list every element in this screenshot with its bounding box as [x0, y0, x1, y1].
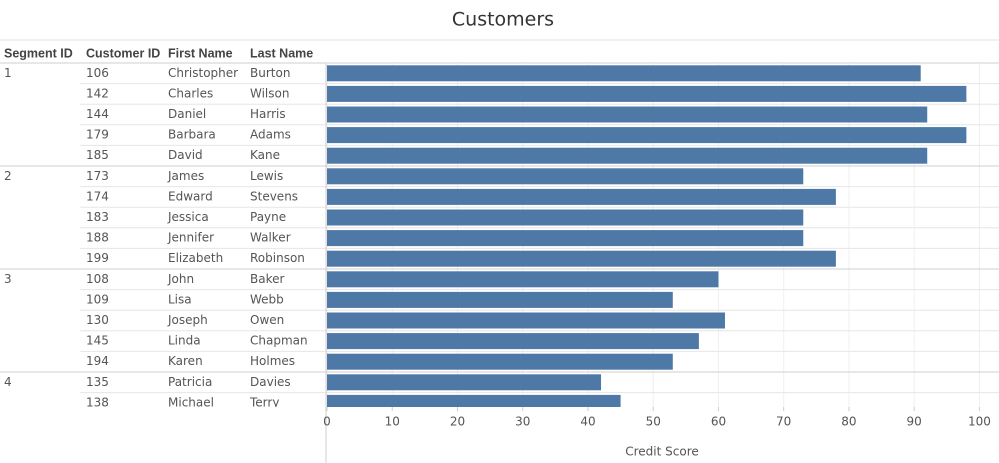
cell: 142 — [86, 86, 109, 100]
cell: Walker — [250, 231, 291, 245]
cell: Stevens — [250, 189, 298, 203]
cell: Linda — [168, 334, 201, 348]
cell: Michael — [168, 395, 214, 409]
cell: Harris — [250, 107, 286, 121]
cell: Barbara — [168, 128, 216, 142]
cell: 1 — [4, 66, 12, 80]
column-header: Segment ID — [4, 46, 73, 60]
cell: Edward — [168, 189, 213, 203]
cell: Davies — [250, 375, 291, 389]
cell: 185 — [86, 148, 109, 162]
cell: 106 — [86, 66, 109, 80]
cell: Payne — [250, 210, 286, 224]
x-tick-label: 80 — [841, 415, 856, 429]
cell: Burton — [250, 66, 290, 80]
cell: Robinson — [250, 251, 305, 265]
bar — [327, 106, 928, 123]
cell: 194 — [86, 354, 109, 368]
cell: 135 — [86, 375, 109, 389]
cell: 109 — [86, 292, 109, 306]
cell: Daniel — [168, 107, 206, 121]
cell: Terry — [249, 395, 279, 409]
cell: 173 — [86, 169, 109, 183]
cell: 179 — [86, 128, 109, 142]
bar — [327, 250, 836, 267]
cell: 188 — [86, 231, 109, 245]
bar — [327, 188, 836, 205]
cell: John — [167, 272, 194, 286]
bar — [327, 147, 928, 164]
bar — [327, 168, 804, 185]
cell: Adams — [250, 128, 291, 142]
x-tick-label: 20 — [450, 415, 465, 429]
cell: Lisa — [168, 292, 192, 306]
cell: Jessica — [167, 210, 209, 224]
cell: 3 — [4, 272, 12, 286]
x-tick-label: 60 — [711, 415, 726, 429]
bar — [327, 353, 673, 370]
cell: Patricia — [168, 375, 212, 389]
bar — [327, 291, 673, 308]
bar — [327, 312, 725, 329]
cell: James — [167, 169, 204, 183]
cell: 183 — [86, 210, 109, 224]
cell: 108 — [86, 272, 109, 286]
chart-title: Customers — [452, 9, 554, 31]
cell: Chapman — [250, 334, 308, 348]
cell: Owen — [250, 313, 284, 327]
cell: 2 — [4, 169, 12, 183]
rows: 1 106 Christopher Burton 142 Charles Wilson 144… — [0, 65, 999, 409]
cell: 138 — [86, 395, 109, 409]
cell: 174 — [86, 189, 109, 203]
bar — [327, 271, 719, 288]
cell: Charles — [168, 86, 213, 100]
cell: Karen — [168, 354, 203, 368]
cell: Lewis — [250, 169, 283, 183]
bar — [327, 209, 804, 226]
cell: Baker — [250, 272, 284, 286]
cell: Jennifer — [167, 231, 214, 245]
bar — [327, 374, 602, 391]
column-header: First Name — [168, 46, 233, 60]
x-tick-label: 90 — [907, 415, 922, 429]
x-tick-label: 10 — [385, 415, 400, 429]
cell: Joseph — [167, 313, 208, 327]
cell: Kane — [250, 148, 280, 162]
x-axis-label: Credit Score — [625, 445, 699, 459]
x-tick-label: 50 — [646, 415, 661, 429]
bar — [327, 127, 967, 144]
cell: Elizabeth — [168, 251, 223, 265]
column-header: Last Name — [250, 46, 313, 60]
cell: 130 — [86, 313, 109, 327]
x-tick-label: 0 — [323, 415, 331, 429]
cell: 199 — [86, 251, 109, 265]
cell: Webb — [250, 292, 284, 306]
bar — [327, 85, 967, 102]
x-tick-label: 30 — [515, 415, 530, 429]
cell: 4 — [4, 375, 12, 389]
bar — [327, 65, 921, 82]
cell: Christopher — [168, 66, 238, 80]
cell: 144 — [86, 107, 109, 121]
cell: Wilson — [250, 86, 289, 100]
bar — [327, 230, 804, 247]
cell: David — [168, 148, 203, 162]
bar — [327, 394, 621, 407]
cell: Holmes — [250, 354, 295, 368]
x-tick-label: 40 — [580, 415, 595, 429]
cell: 145 — [86, 334, 109, 348]
x-tick-label: 70 — [776, 415, 791, 429]
bar — [327, 333, 699, 350]
column-header: Customer ID — [86, 46, 160, 60]
x-tick-label: 100 — [968, 415, 991, 429]
